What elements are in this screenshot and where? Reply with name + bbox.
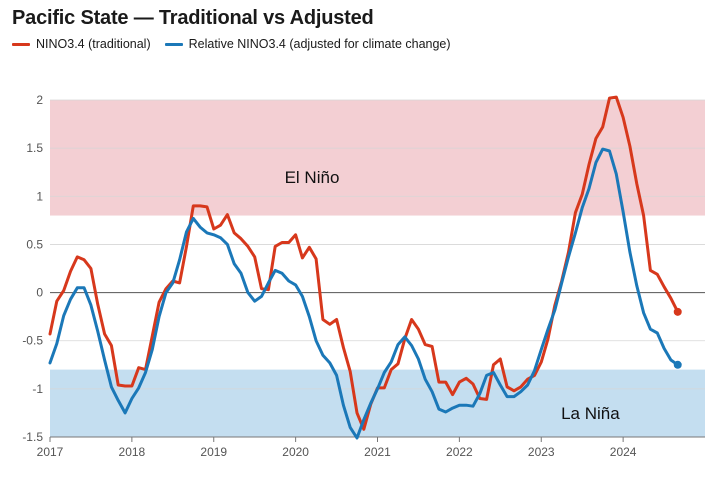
y-tick-label: 1.5 bbox=[26, 141, 43, 155]
x-tick-label: 2022 bbox=[446, 445, 473, 459]
y-tick-label: -1.5 bbox=[22, 430, 43, 444]
x-tick-label: 2017 bbox=[37, 445, 64, 459]
y-tick-label: 1 bbox=[36, 189, 43, 203]
x-tick-label: 2021 bbox=[364, 445, 391, 459]
series-end-point-traditional bbox=[673, 307, 682, 316]
legend-label-traditional: NINO3.4 (traditional) bbox=[36, 37, 151, 51]
series-line-adjusted bbox=[48, 147, 680, 440]
legend: NINO3.4 (traditional) Relative NINO3.4 (… bbox=[12, 37, 465, 51]
el-nino-label: El Niño bbox=[285, 168, 340, 187]
legend-item-adjusted: Relative NINO3.4 (adjusted for climate c… bbox=[164, 37, 451, 51]
legend-item-traditional: NINO3.4 (traditional) bbox=[12, 37, 151, 51]
series-line-traditional bbox=[48, 95, 680, 431]
y-tick-label: -1 bbox=[32, 382, 43, 396]
legend-swatch-traditional bbox=[12, 42, 30, 46]
legend-label-adjusted: Relative NINO3.4 (adjusted for climate c… bbox=[188, 37, 451, 51]
x-tick-label: 2019 bbox=[200, 445, 227, 459]
y-tick-label: 0.5 bbox=[26, 237, 43, 251]
y-tick-label: -0.5 bbox=[22, 334, 43, 348]
x-tick-label: 2024 bbox=[610, 445, 637, 459]
y-tick-label: 0 bbox=[36, 286, 43, 300]
legend-swatch-adjusted bbox=[164, 42, 183, 46]
chart-title: Pacific State — Traditional vs Adjusted bbox=[12, 7, 374, 29]
x-tick-label: 2020 bbox=[282, 445, 309, 459]
x-tick-label: 2023 bbox=[528, 445, 555, 459]
la-nina-band bbox=[50, 369, 705, 437]
series-end-point-adjusted bbox=[673, 360, 682, 369]
la-nina-label: La Niña bbox=[561, 404, 620, 423]
el-nino-band bbox=[50, 100, 705, 216]
y-tick-label: 2 bbox=[36, 93, 43, 107]
x-tick-label: 2018 bbox=[119, 445, 146, 459]
